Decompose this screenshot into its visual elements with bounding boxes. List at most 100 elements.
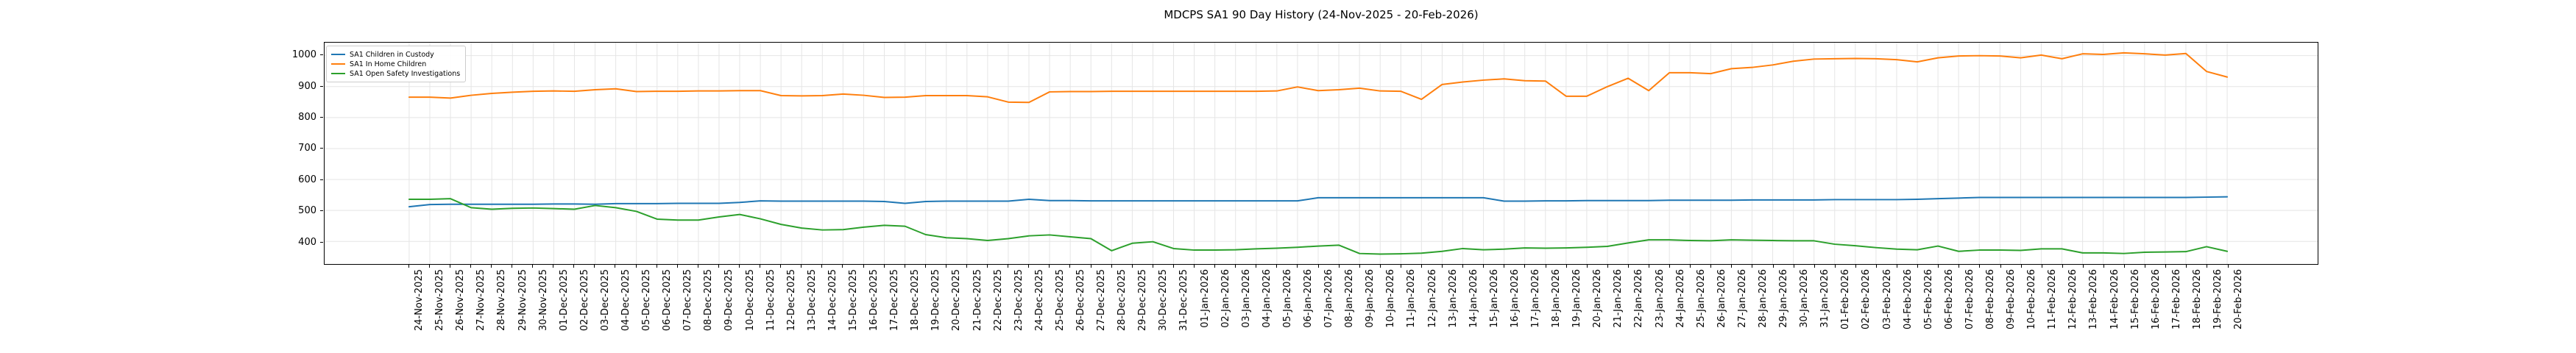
x-tickmark <box>428 265 430 268</box>
x-tickmark <box>1586 265 1588 268</box>
x-tick-label: 27-Dec-2025 <box>1096 269 1107 332</box>
x-tick-label: 07-Feb-2026 <box>1964 269 1975 330</box>
x-tickmark <box>1235 265 1236 268</box>
y-tick-label: 400 <box>298 236 316 248</box>
x-tickmark <box>490 265 492 268</box>
x-tick-label: 03-Dec-2025 <box>599 269 611 332</box>
x-tick-label: 15-Jan-2026 <box>1488 269 1500 328</box>
x-tickmark <box>1442 265 1443 268</box>
x-tickmark <box>408 265 409 268</box>
x-tickmark <box>1317 265 1319 268</box>
x-tick-label: 18-Jan-2026 <box>1551 269 1562 328</box>
x-tick-label: 13-Jan-2026 <box>1447 269 1459 328</box>
x-tickmark <box>1194 265 1195 268</box>
x-tick-label: 22-Jan-2026 <box>1633 269 1645 328</box>
x-tick-label: 14-Dec-2025 <box>827 269 838 332</box>
x-tickmark <box>780 265 782 268</box>
x-tick-label: 30-Jan-2026 <box>1799 269 1811 328</box>
x-tickmark <box>532 265 533 268</box>
x-tickmark <box>1565 265 1567 268</box>
x-tickmark <box>594 265 595 268</box>
x-tickmark <box>1524 265 1526 268</box>
x-tick-label: 02-Jan-2026 <box>1220 269 1231 328</box>
x-tick-label: 14-Jan-2026 <box>1468 269 1479 328</box>
x-tick-label: 31-Jan-2026 <box>1819 269 1831 328</box>
x-tick-label: 10-Feb-2026 <box>2026 269 2038 330</box>
x-tickmark <box>801 265 802 268</box>
x-tick-label: 20-Feb-2026 <box>2233 269 2244 330</box>
x-tick-label: 09-Feb-2026 <box>2006 269 2017 330</box>
x-tick-label: 19-Feb-2026 <box>2212 269 2223 330</box>
plot-area <box>324 42 2318 265</box>
x-tickmark <box>2082 265 2084 268</box>
x-tick-label: 26-Dec-2025 <box>1075 269 1086 332</box>
y-tickmark <box>320 117 323 118</box>
x-tickmark <box>635 265 637 268</box>
x-tick-label: 24-Dec-2025 <box>1033 269 1045 332</box>
x-tick-label: 11-Feb-2026 <box>2047 269 2059 330</box>
legend-line-swatch <box>331 54 345 55</box>
x-tickmark <box>1028 265 1030 268</box>
x-tickmark <box>1814 265 1815 268</box>
x-tick-label: 30-Dec-2025 <box>1158 269 1170 332</box>
x-tick-label: 08-Jan-2026 <box>1344 269 1356 328</box>
legend-line-swatch <box>331 73 345 74</box>
x-tick-label: 23-Dec-2025 <box>1013 269 1025 332</box>
x-tickmark <box>2165 265 2167 268</box>
y-tick-label: 900 <box>298 80 316 92</box>
x-tick-label: 16-Dec-2025 <box>868 269 880 332</box>
y-tickmark <box>320 210 323 212</box>
x-tick-label: 28-Jan-2026 <box>1757 269 1769 328</box>
x-tickmark <box>1131 265 1133 268</box>
x-tickmark <box>1483 265 1485 268</box>
x-tick-label: 10-Dec-2025 <box>744 269 756 332</box>
x-tick-label: 07-Dec-2025 <box>682 269 694 332</box>
y-tick-label: 600 <box>298 174 316 185</box>
x-tick-label: 01-Dec-2025 <box>558 269 570 332</box>
x-tick-label: 13-Dec-2025 <box>806 269 818 332</box>
x-tick-label: 31-Dec-2025 <box>1178 269 1190 332</box>
x-tickmark <box>1049 265 1050 268</box>
x-tickmark <box>2020 265 2022 268</box>
x-tickmark <box>1462 265 1464 268</box>
x-tick-label: 18-Dec-2025 <box>910 269 921 332</box>
x-tick-label: 25-Jan-2026 <box>1695 269 1707 328</box>
x-tick-label: 29-Jan-2026 <box>1778 269 1789 328</box>
x-tickmark <box>2062 265 2063 268</box>
x-tickmark <box>676 265 678 268</box>
x-tickmark <box>1958 265 1960 268</box>
x-tickmark <box>1627 265 1629 268</box>
x-tickmark <box>842 265 843 268</box>
x-tickmark <box>863 265 864 268</box>
x-tick-label: 01-Feb-2026 <box>1840 269 1852 330</box>
x-tickmark <box>2103 265 2104 268</box>
x-tickmark <box>1276 265 1278 268</box>
x-tick-label: 17-Jan-2026 <box>1529 269 1541 328</box>
x-tick-label: 04-Dec-2025 <box>620 269 631 332</box>
x-tickmark <box>1917 265 1919 268</box>
y-tick-label: 500 <box>298 205 316 217</box>
legend-line-swatch <box>331 63 345 65</box>
x-tickmark <box>1876 265 1877 268</box>
y-tickmark <box>320 54 323 56</box>
x-tick-label: 28-Dec-2025 <box>1117 269 1128 332</box>
series-line-1 <box>408 51 2229 104</box>
x-tick-label: 20-Dec-2025 <box>951 269 963 332</box>
x-tick-label: 05-Dec-2025 <box>641 269 652 332</box>
y-tickmark <box>320 241 323 243</box>
x-tickmark <box>573 265 575 268</box>
legend-label: SA1 In Home Children <box>350 60 427 68</box>
x-tick-label: 04-Feb-2026 <box>1902 269 1914 330</box>
x-tick-label: 02-Feb-2026 <box>1861 269 1872 330</box>
chart-title: MDCPS SA1 90 Day History (24-Nov-2025 - … <box>1164 8 1479 21</box>
x-tickmark <box>1421 265 1422 268</box>
x-tickmark <box>1359 265 1360 268</box>
x-tick-label: 05-Jan-2026 <box>1281 269 1293 328</box>
x-tick-label: 19-Dec-2025 <box>930 269 942 332</box>
x-tick-label: 29-Nov-2025 <box>517 269 528 332</box>
legend-item: SA1 Children in Custody <box>331 50 460 59</box>
x-tick-label: 12-Dec-2025 <box>785 269 797 332</box>
x-tickmark <box>1710 265 1712 268</box>
legend-label: SA1 Children in Custody <box>350 50 434 59</box>
